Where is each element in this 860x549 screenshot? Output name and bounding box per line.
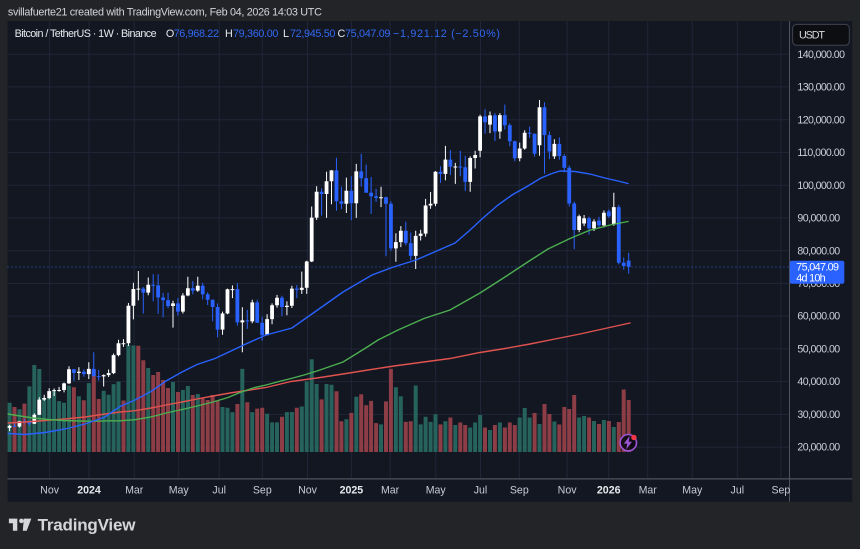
svg-text:2025: 2025 [340, 485, 364, 497]
svg-text:L: L [283, 28, 289, 40]
svg-text:May: May [169, 485, 190, 497]
svg-text:75,047.09: 75,047.09 [796, 261, 839, 273]
svg-text:110,000.00: 110,000.00 [797, 147, 845, 159]
svg-text:May: May [426, 485, 447, 497]
svg-text:130,000.00: 130,000.00 [797, 82, 845, 94]
svg-text:Jul: Jul [212, 485, 226, 497]
svg-text:Nov: Nov [558, 485, 578, 497]
svg-text:Sep: Sep [253, 485, 272, 497]
svg-text:USDT: USDT [799, 29, 825, 41]
svg-text:Mar: Mar [381, 485, 400, 497]
svg-text:Sep: Sep [771, 485, 790, 497]
svg-text:4d 10h: 4d 10h [796, 272, 825, 284]
svg-text:svillafuerte21 created with Tr: svillafuerte21 created with TradingView.… [8, 7, 322, 19]
svg-text:O: O [166, 28, 174, 40]
svg-text:120,000.00: 120,000.00 [797, 114, 845, 126]
svg-text:72,945.50: 72,945.50 [290, 28, 335, 40]
svg-text:100,000.00: 100,000.00 [797, 180, 845, 192]
svg-text:C: C [338, 28, 346, 40]
svg-text:90,000.00: 90,000.00 [797, 213, 840, 225]
svg-text:79,360.00: 79,360.00 [233, 28, 278, 40]
svg-text:2026: 2026 [597, 485, 621, 497]
svg-text:H: H [225, 28, 233, 40]
svg-text:Nov: Nov [298, 485, 318, 497]
svg-text:Bitcoin / TetherUS · 1W · Bina: Bitcoin / TetherUS · 1W · Binance [15, 28, 157, 40]
svg-text:−1,921.12 (−2.50%): −1,921.12 (−2.50%) [393, 28, 500, 40]
svg-text:Sep: Sep [510, 485, 529, 497]
svg-text:Mar: Mar [125, 485, 144, 497]
svg-text:75,047.09: 75,047.09 [345, 28, 390, 40]
svg-text:30,000.00: 30,000.00 [797, 409, 840, 421]
svg-text:20,000.00: 20,000.00 [797, 442, 840, 454]
svg-text:76,968.22: 76,968.22 [174, 28, 219, 40]
svg-text:TradingView: TradingView [38, 515, 137, 534]
svg-text:140,000.00: 140,000.00 [797, 49, 845, 61]
svg-text:2024: 2024 [77, 485, 101, 497]
svg-text:40,000.00: 40,000.00 [797, 376, 840, 388]
svg-text:Jul: Jul [474, 485, 488, 497]
svg-text:60,000.00: 60,000.00 [797, 311, 840, 323]
svg-text:Nov: Nov [40, 485, 60, 497]
svg-text:May: May [682, 485, 703, 497]
svg-text:Mar: Mar [639, 485, 658, 497]
svg-text:Jul: Jul [731, 485, 745, 497]
svg-text:80,000.00: 80,000.00 [797, 245, 840, 257]
svg-text:50,000.00: 50,000.00 [797, 344, 840, 356]
